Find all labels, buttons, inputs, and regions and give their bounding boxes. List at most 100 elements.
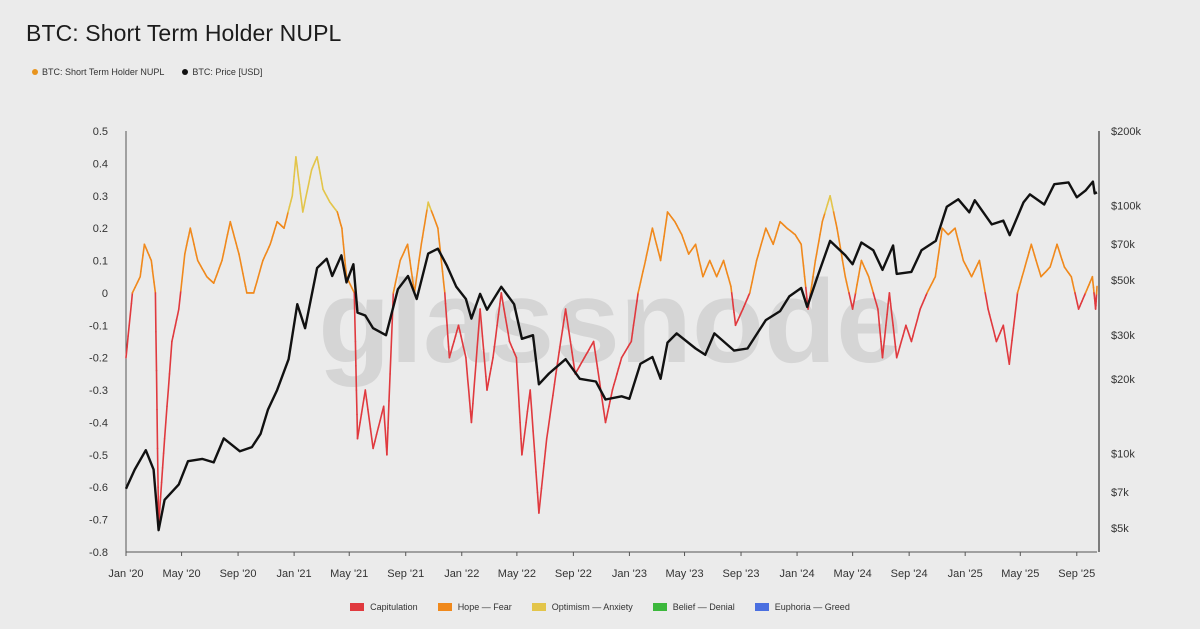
nupl-line-segment xyxy=(372,440,376,450)
nupl-line-segment xyxy=(1092,286,1095,294)
nupl-line-segment xyxy=(299,192,303,204)
nupl-line-segment xyxy=(819,227,823,236)
nupl-line-segment xyxy=(161,452,165,469)
zone-legend-optimism-anxiety[interactable]: Optimism — Anxiety xyxy=(531,602,633,612)
nupl-line-segment xyxy=(611,383,615,391)
nupl-line-segment xyxy=(178,299,181,310)
nupl-line-segment xyxy=(1032,248,1036,256)
nupl-line-segment xyxy=(1002,324,1006,333)
nupl-line-segment xyxy=(550,394,554,408)
nupl-line-segment xyxy=(156,408,159,450)
nupl-line-segment xyxy=(440,259,444,273)
nupl-line-segment xyxy=(820,220,824,229)
nupl-line-segment xyxy=(503,308,507,319)
nupl-line-segment xyxy=(631,324,635,335)
nupl-line-segment xyxy=(175,313,179,321)
nupl-line-segment xyxy=(192,238,195,246)
nupl-line-segment xyxy=(832,211,836,219)
nupl-line-segment xyxy=(733,311,736,320)
nupl-line-segment xyxy=(410,267,414,278)
nupl-line-segment xyxy=(849,297,853,305)
nupl-line-segment xyxy=(985,300,989,310)
y-right-tick-label: $50k xyxy=(1111,275,1135,287)
y-left-tick-label: 0.1 xyxy=(93,256,108,268)
nupl-line-segment xyxy=(387,400,390,429)
nupl-line-segment xyxy=(1036,265,1041,273)
nupl-line-segment xyxy=(748,286,752,294)
zone-label-euphoria-greed: Euphoria — Greed xyxy=(774,602,850,612)
legend-item-price[interactable]: BTC: Price [USD] xyxy=(182,67,262,77)
nupl-line-segment xyxy=(869,281,873,289)
nupl-line-segment xyxy=(758,243,763,251)
nupl-line-segment xyxy=(548,405,553,418)
nupl-line-segment xyxy=(913,324,917,332)
y-left-tick-label: -0.3 xyxy=(89,385,108,397)
nupl-line-segment xyxy=(361,397,365,408)
nupl-line-segment xyxy=(303,197,307,206)
nupl-line-segment xyxy=(654,238,658,246)
nupl-line-segment xyxy=(916,313,920,321)
nupl-line-segment xyxy=(877,316,881,327)
nupl-line-segment xyxy=(417,259,420,270)
nupl-line-segment xyxy=(226,227,230,236)
nupl-line-segment xyxy=(169,340,173,359)
nupl-line-segment xyxy=(460,335,464,343)
nupl-line-segment xyxy=(912,329,916,337)
nupl-line-segment xyxy=(643,259,647,267)
nupl-line-segment xyxy=(386,427,389,456)
nupl-line-segment xyxy=(290,195,294,202)
nupl-line-segment xyxy=(1022,265,1026,273)
nupl-line-segment xyxy=(642,265,646,273)
nupl-line-segment xyxy=(407,251,411,262)
zone-legend-hope-fear[interactable]: Hope — Fear xyxy=(437,602,512,612)
x-tick-label: Jan '20 xyxy=(108,568,143,580)
nupl-line-segment xyxy=(1011,327,1015,342)
nupl-line-segment xyxy=(317,161,320,169)
nupl-line-segment xyxy=(382,405,386,416)
nupl-line-segment xyxy=(519,421,522,440)
legend-item-nupl[interactable]: BTC: Short Term Holder NUPL xyxy=(32,67,164,77)
nupl-line-segment xyxy=(518,405,521,424)
nupl-line-segment xyxy=(397,265,400,273)
legend-label-nupl: BTC: Short Term Holder NUPL xyxy=(42,67,165,77)
nupl-line-segment xyxy=(233,237,237,245)
nupl-line-segment xyxy=(984,292,988,302)
nupl-line-segment xyxy=(760,238,764,246)
nupl-line-segment xyxy=(342,243,346,254)
nupl-line-segment xyxy=(846,286,850,294)
nupl-line-segment xyxy=(260,259,264,267)
zone-legend-capitulation[interactable]: Capitulation xyxy=(350,602,418,612)
nupl-line-segment xyxy=(383,421,387,432)
nupl-line-segment xyxy=(553,373,557,386)
nupl-line-segment xyxy=(239,259,243,268)
nupl-line-segment xyxy=(167,373,171,391)
zone-swatch-hope-fear xyxy=(437,603,452,611)
nupl-line-segment xyxy=(232,231,236,239)
nupl-line-segment xyxy=(659,251,663,262)
nupl-line-segment xyxy=(159,481,163,498)
nupl-line-segment xyxy=(872,292,876,300)
nupl-line-segment xyxy=(649,232,653,240)
nupl-line-segment xyxy=(450,346,454,354)
nupl-line-segment xyxy=(127,324,130,337)
nupl-line-segment xyxy=(532,430,536,453)
x-tick-label: Sep '23 xyxy=(723,568,760,580)
nupl-line-segment xyxy=(489,367,492,375)
nupl-line-segment xyxy=(390,319,394,348)
nupl-line-segment xyxy=(954,227,958,235)
nupl-line-segment xyxy=(298,183,302,195)
y-right-tick-label: $5k xyxy=(1111,523,1129,535)
nupl-line-segment xyxy=(602,408,607,424)
zone-legend-euphoria-greed[interactable]: Euphoria — Greed xyxy=(754,602,850,612)
nupl-line-segment xyxy=(526,400,530,413)
nupl-line-segment xyxy=(486,383,489,391)
nupl-line-segment xyxy=(221,253,225,262)
nupl-line-segment xyxy=(472,383,476,405)
nupl-line-segment xyxy=(1004,337,1008,346)
nupl-line-segment xyxy=(751,275,755,283)
y-left-tick-label: -0.6 xyxy=(89,482,108,494)
zone-legend-belief-denial[interactable]: Belief — Denial xyxy=(652,602,735,612)
nupl-line-segment xyxy=(321,183,324,191)
nupl-line-segment xyxy=(875,302,879,310)
nupl-line-segment xyxy=(487,378,490,386)
